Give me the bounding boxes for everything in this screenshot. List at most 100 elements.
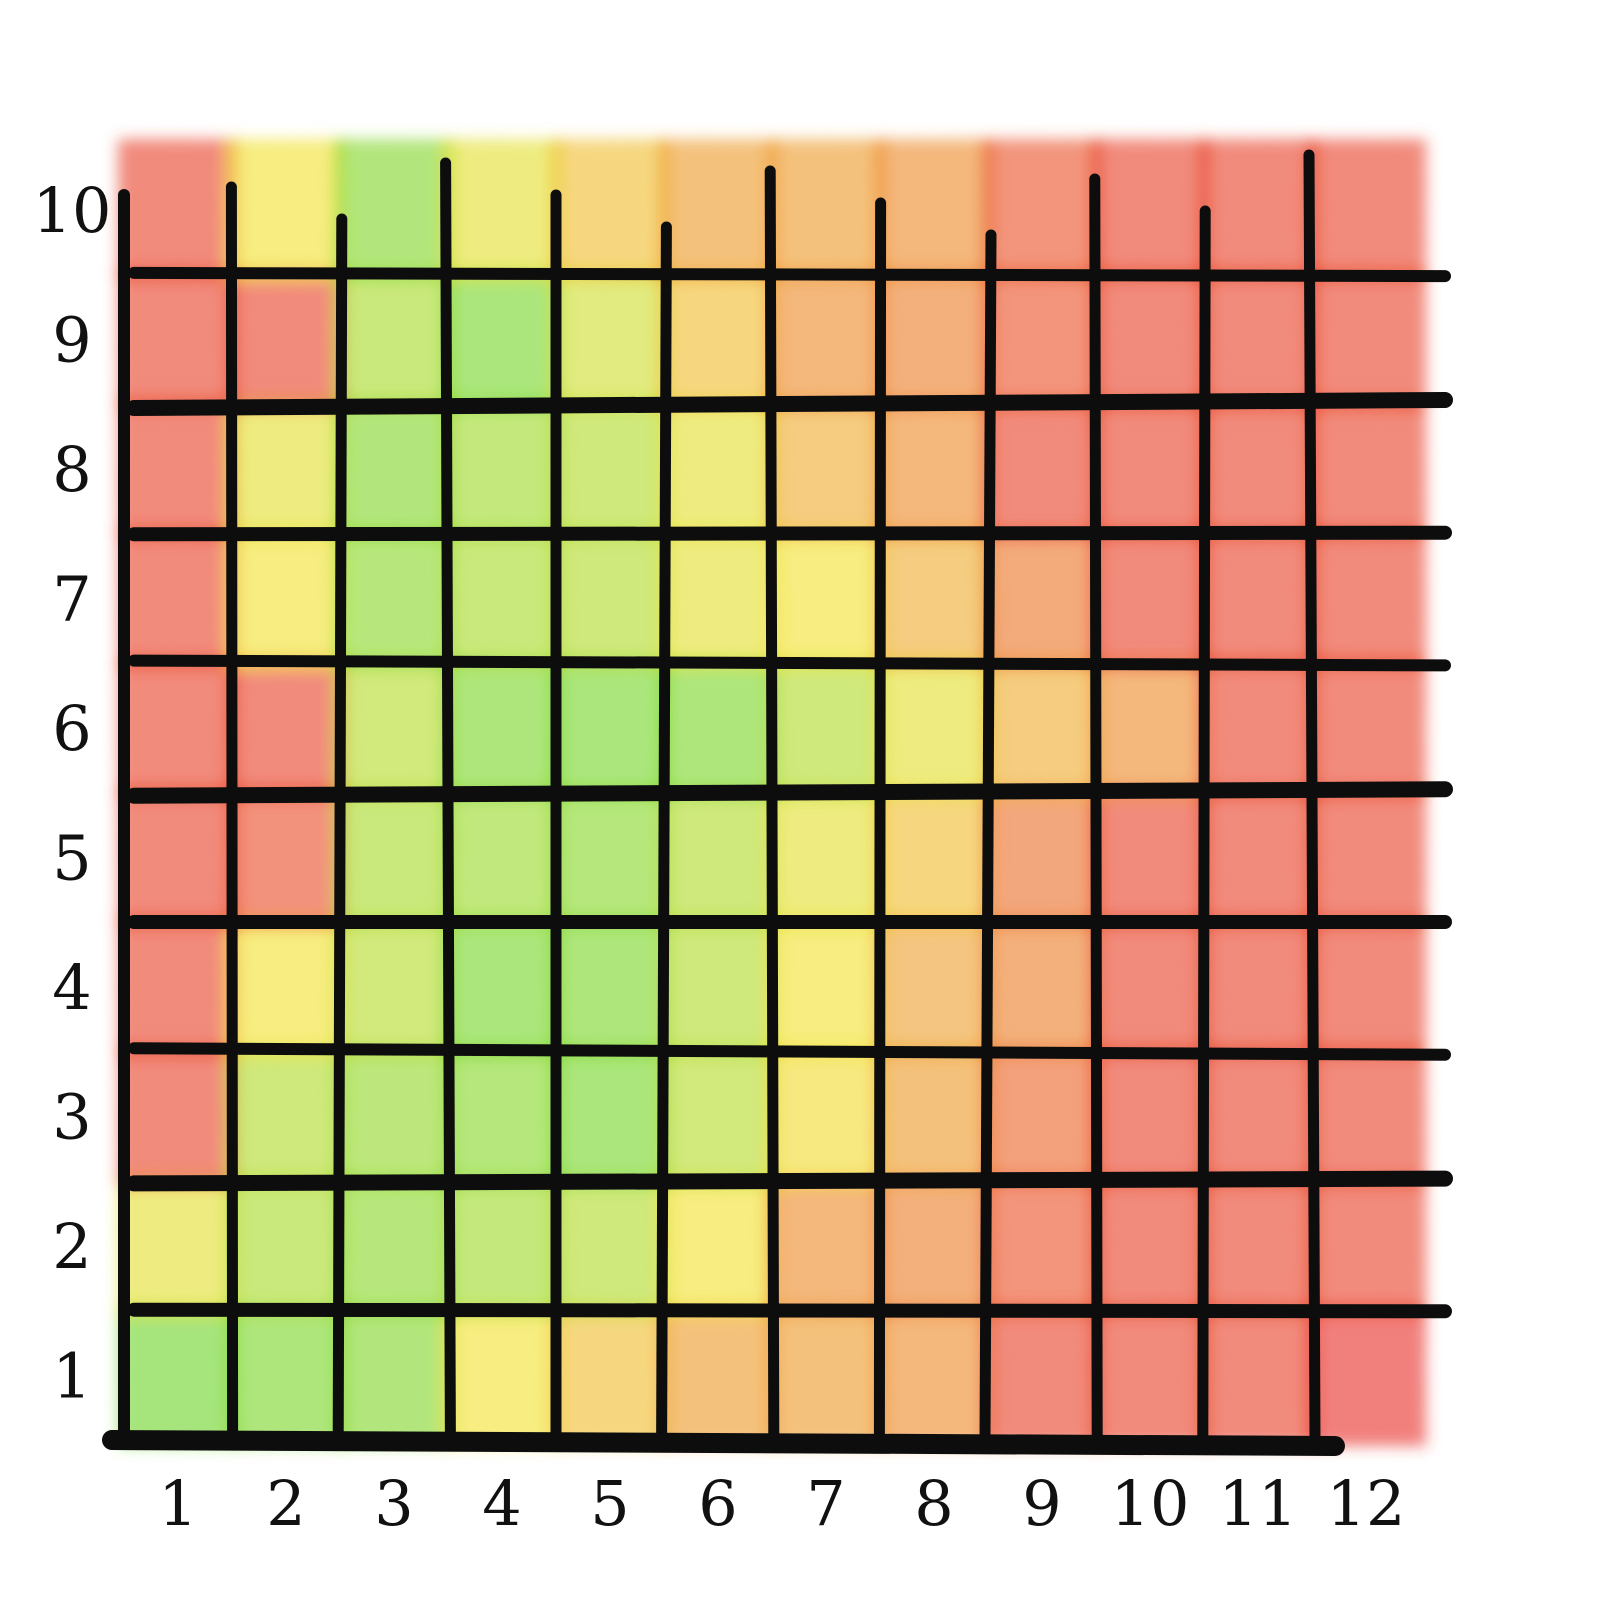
heatmap-cell-r1-c3 [334, 1304, 454, 1446]
vertical-grid-line-6 [764, 165, 780, 1446]
heatmap-cell-r7-c3 [334, 527, 454, 669]
horizontal-grid-line-9 [128, 266, 1451, 283]
heatmap-cell-r9-c5 [550, 268, 670, 410]
heatmap-cell-r3-c10 [1090, 1045, 1210, 1187]
heatmap-cell-r1-c8 [874, 1304, 994, 1446]
x-tick-label-11: 11 [1219, 1467, 1298, 1540]
heatmap-cell-r5-c5 [550, 786, 670, 928]
heatmap-cell-r6-c11 [1198, 657, 1318, 799]
heatmap-cell-r3-c6 [658, 1045, 778, 1187]
x-axis-tick-labels: 1 2 3 4 5 6 7 8 9 10 11 12 [158, 1467, 1405, 1540]
y-axis-tick-labels: 1 2 3 4 5 6 7 8 9 10 [33, 174, 112, 1413]
heatmap-cell-r7-c9 [982, 527, 1102, 669]
heatmap-cell-r4-c6 [658, 916, 778, 1058]
heatmap-cell-r3-c12 [1306, 1045, 1426, 1187]
heatmap-cell-r8-c1 [118, 398, 238, 540]
heatmap-cell-r9-c9 [982, 268, 1102, 410]
heatmap-cell-r7-c6 [658, 527, 778, 669]
x-tick-label-7: 7 [806, 1467, 845, 1540]
vertical-grid-line-8 [979, 229, 997, 1446]
heatmap-cell-r6-c3 [334, 657, 454, 799]
heatmap-cell-r8-c3 [334, 398, 454, 540]
heatmap-cell-r4-c11 [1198, 916, 1318, 1058]
x-tick-label-3: 3 [374, 1467, 413, 1540]
heatmap-cell-r3-c5 [550, 1045, 670, 1187]
heatmap-cell-r8-c2 [226, 398, 346, 540]
heatmap-cell-r10-c10 [1090, 139, 1210, 281]
heatmap-cell-r6-c2 [226, 657, 346, 799]
heatmap-cell-r8-c6 [658, 398, 778, 540]
heatmap-cell-r10-c1 [118, 139, 238, 281]
heatmap-cell-r4-c7 [766, 916, 886, 1058]
heatmap-cell-r2-c9 [982, 1175, 1102, 1317]
heatmap-cell-r5-c1 [118, 786, 238, 928]
heatmap-cell-r9-c4 [442, 268, 562, 410]
heatmap-cell-r6-c8 [874, 657, 994, 799]
heatmap-cell-r9-c6 [658, 268, 778, 410]
x-tick-label-12: 12 [1327, 1467, 1406, 1540]
heatmap-cell-r2-c11 [1198, 1175, 1318, 1317]
heatmap-cell-r5-c12 [1306, 786, 1426, 928]
grid-lines [126, 149, 1453, 1446]
heatmap-cell-r7-c11 [1198, 527, 1318, 669]
heatmap-cell-r10-c6 [658, 139, 778, 281]
y-tick-label-3: 3 [52, 1080, 91, 1153]
horizontal-grid-line-8 [126, 392, 1453, 416]
heatmap-cell-r1-c1 [118, 1304, 238, 1446]
heatmap-cell-r1-c7 [766, 1304, 886, 1446]
heatmap-cell-r5-c11 [1198, 786, 1318, 928]
x-tick-label-5: 5 [590, 1467, 629, 1540]
heatmap-cell-r5-c8 [874, 786, 994, 928]
heatmap-cell-r4-c12 [1306, 916, 1426, 1058]
horizontal-grid-line-1 [127, 1302, 1452, 1319]
horizontal-grid-line-5 [126, 781, 1453, 804]
heatmap-cell-r2-c3 [334, 1175, 454, 1317]
heatmap-cell-r6-c9 [982, 657, 1102, 799]
heatmap-cell-r8-c9 [982, 398, 1102, 540]
heatmap-cell-r6-c12 [1306, 657, 1426, 799]
heatmap-cell-r5-c2 [226, 786, 346, 928]
vertical-grid-line-5 [656, 221, 672, 1446]
heatmap-cell-r4-c5 [550, 916, 670, 1058]
heatmap-cell-r10-c12 [1306, 139, 1426, 281]
heatmap-cell-r3-c8 [874, 1045, 994, 1187]
heatmap-cell-r8-c12 [1306, 398, 1426, 540]
heatmap-cell-r10-c2 [226, 139, 346, 281]
heatmap-cell-r4-c9 [982, 916, 1102, 1058]
heatmap-cell-r7-c8 [874, 527, 994, 669]
heatmap-cell-r3-c4 [442, 1045, 562, 1187]
heatmap-cell-r10-c9 [982, 139, 1102, 281]
heatmap-cell-r3-c2 [226, 1045, 346, 1187]
horizontal-grid-line-3 [128, 1042, 1451, 1061]
heatmap-cell-r10-c3 [334, 139, 454, 281]
heatmap-cell-r8-c7 [766, 398, 886, 540]
heatmap-cell-r5-c10 [1090, 786, 1210, 928]
heatmap-cell-r2-c2 [226, 1175, 346, 1317]
heatmap-cell-r1-c9 [982, 1304, 1102, 1446]
heatmap-cell-r5-c9 [982, 786, 1102, 928]
heatmap-cell-r2-c1 [118, 1175, 238, 1317]
heatmap-cell-r2-c7 [766, 1175, 886, 1317]
heatmap-cell-r5-c3 [334, 786, 454, 928]
heatmap-cell-r1-c10 [1090, 1304, 1210, 1446]
heatmap-cell-r3-c3 [334, 1045, 454, 1187]
heatmap-cell-r4-c4 [442, 916, 562, 1058]
x-tick-label-10: 10 [1111, 1467, 1190, 1540]
heatmap-cell-r8-c4 [442, 398, 562, 540]
heatmap-cell-r3-c11 [1198, 1045, 1318, 1187]
y-tick-label-1: 1 [52, 1339, 91, 1412]
heatmap-cell-r2-c4 [442, 1175, 562, 1317]
heatmap-cell-r7-c4 [442, 527, 562, 669]
y-tick-label-5: 5 [52, 821, 91, 894]
heatmap-cells [118, 139, 1426, 1446]
y-tick-label-6: 6 [52, 692, 91, 765]
x-tick-label-6: 6 [698, 1467, 737, 1540]
heatmap-cell-r9-c8 [874, 268, 994, 410]
heatmap-cell-r7-c12 [1306, 527, 1426, 669]
heatmap-cell-r9-c1 [118, 268, 238, 410]
heatmap-cell-r10-c5 [550, 139, 670, 281]
heatmap-cell-r9-c7 [766, 268, 886, 410]
heatmap-cell-r2-c10 [1090, 1175, 1210, 1317]
heatmap-cell-r1-c2 [226, 1304, 346, 1446]
